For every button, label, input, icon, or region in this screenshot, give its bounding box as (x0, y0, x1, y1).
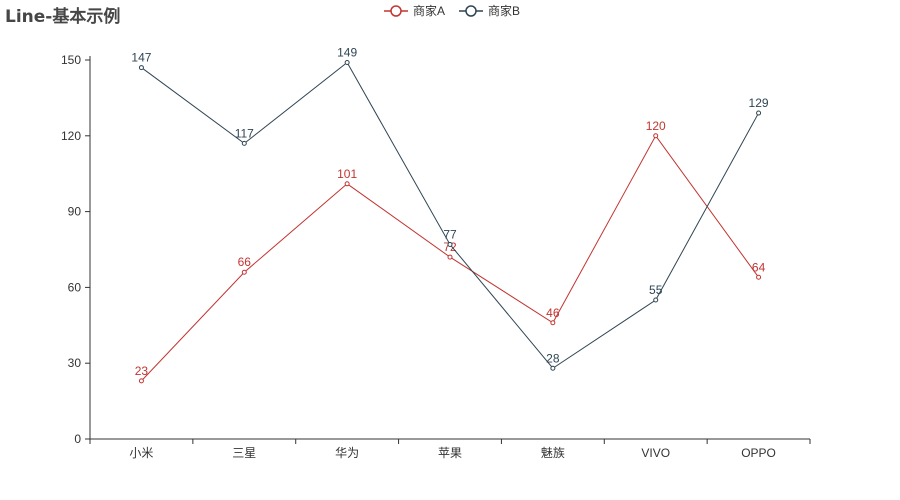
data-label: 117 (235, 126, 254, 140)
x-tick-label: 三星 (232, 446, 256, 460)
data-point[interactable] (756, 110, 762, 116)
y-tick-label: 90 (68, 205, 82, 219)
data-point[interactable] (241, 140, 247, 146)
data-point[interactable] (550, 365, 556, 371)
data-point[interactable] (756, 274, 762, 280)
legend-label: 商家A (413, 3, 445, 18)
data-label: 64 (752, 260, 766, 274)
legend-label: 商家B (488, 3, 520, 18)
data-label: 23 (135, 364, 149, 378)
data-label: 77 (443, 227, 457, 241)
data-label: 129 (749, 96, 769, 110)
axes: 0 30 60 90 120 150 小米 三星 华为 苹果 魅族 VIVO OPPO (61, 53, 811, 460)
data-label: 120 (646, 119, 666, 133)
legend-marker-icon (390, 5, 402, 17)
series-a: 23 66 101 72 46 120 64 (135, 119, 766, 384)
data-label: 46 (546, 306, 560, 320)
legend-item-b[interactable]: 商家B (459, 3, 520, 18)
x-tick-label: 小米 (129, 446, 153, 460)
data-label: 28 (546, 351, 560, 365)
data-point[interactable] (653, 133, 659, 139)
data-label: 55 (649, 283, 663, 297)
data-label: 101 (337, 167, 357, 181)
y-tick-label: 150 (61, 53, 81, 67)
data-point[interactable] (241, 269, 247, 275)
data-point[interactable] (653, 297, 659, 303)
y-tick-label: 120 (61, 129, 81, 143)
series-layer: 23 66 101 72 46 120 64 147 117 149 77 28 55 129 (131, 46, 769, 384)
data-point[interactable] (447, 241, 453, 247)
data-point[interactable] (447, 254, 453, 260)
series-line (141, 61, 760, 369)
data-point[interactable] (138, 65, 144, 71)
y-tick-label: 30 (68, 356, 82, 370)
data-label: 147 (131, 51, 151, 65)
chart-title: Line-基本示例 (5, 7, 121, 27)
legend-item-a[interactable]: 商家A (384, 3, 445, 18)
x-tick-label: 魅族 (541, 445, 565, 460)
data-label: 149 (337, 46, 357, 60)
data-point[interactable] (344, 60, 350, 66)
data-label: 66 (238, 255, 252, 269)
legend[interactable]: 商家A 商家B (384, 3, 520, 18)
x-tick-label: 苹果 (438, 446, 462, 460)
x-tick-label: OPPO (741, 446, 776, 460)
y-tick-label: 60 (68, 280, 82, 294)
data-point[interactable] (550, 320, 556, 326)
data-point[interactable] (138, 378, 144, 384)
legend-marker-icon (465, 5, 477, 17)
y-tick-label: 0 (74, 432, 81, 446)
series-b: 147 117 149 77 28 55 129 (131, 46, 769, 371)
data-point[interactable] (344, 181, 350, 187)
x-tick-label: 华为 (335, 446, 359, 460)
data-label: 72 (443, 240, 457, 254)
x-tick-label: VIVO (641, 446, 670, 460)
